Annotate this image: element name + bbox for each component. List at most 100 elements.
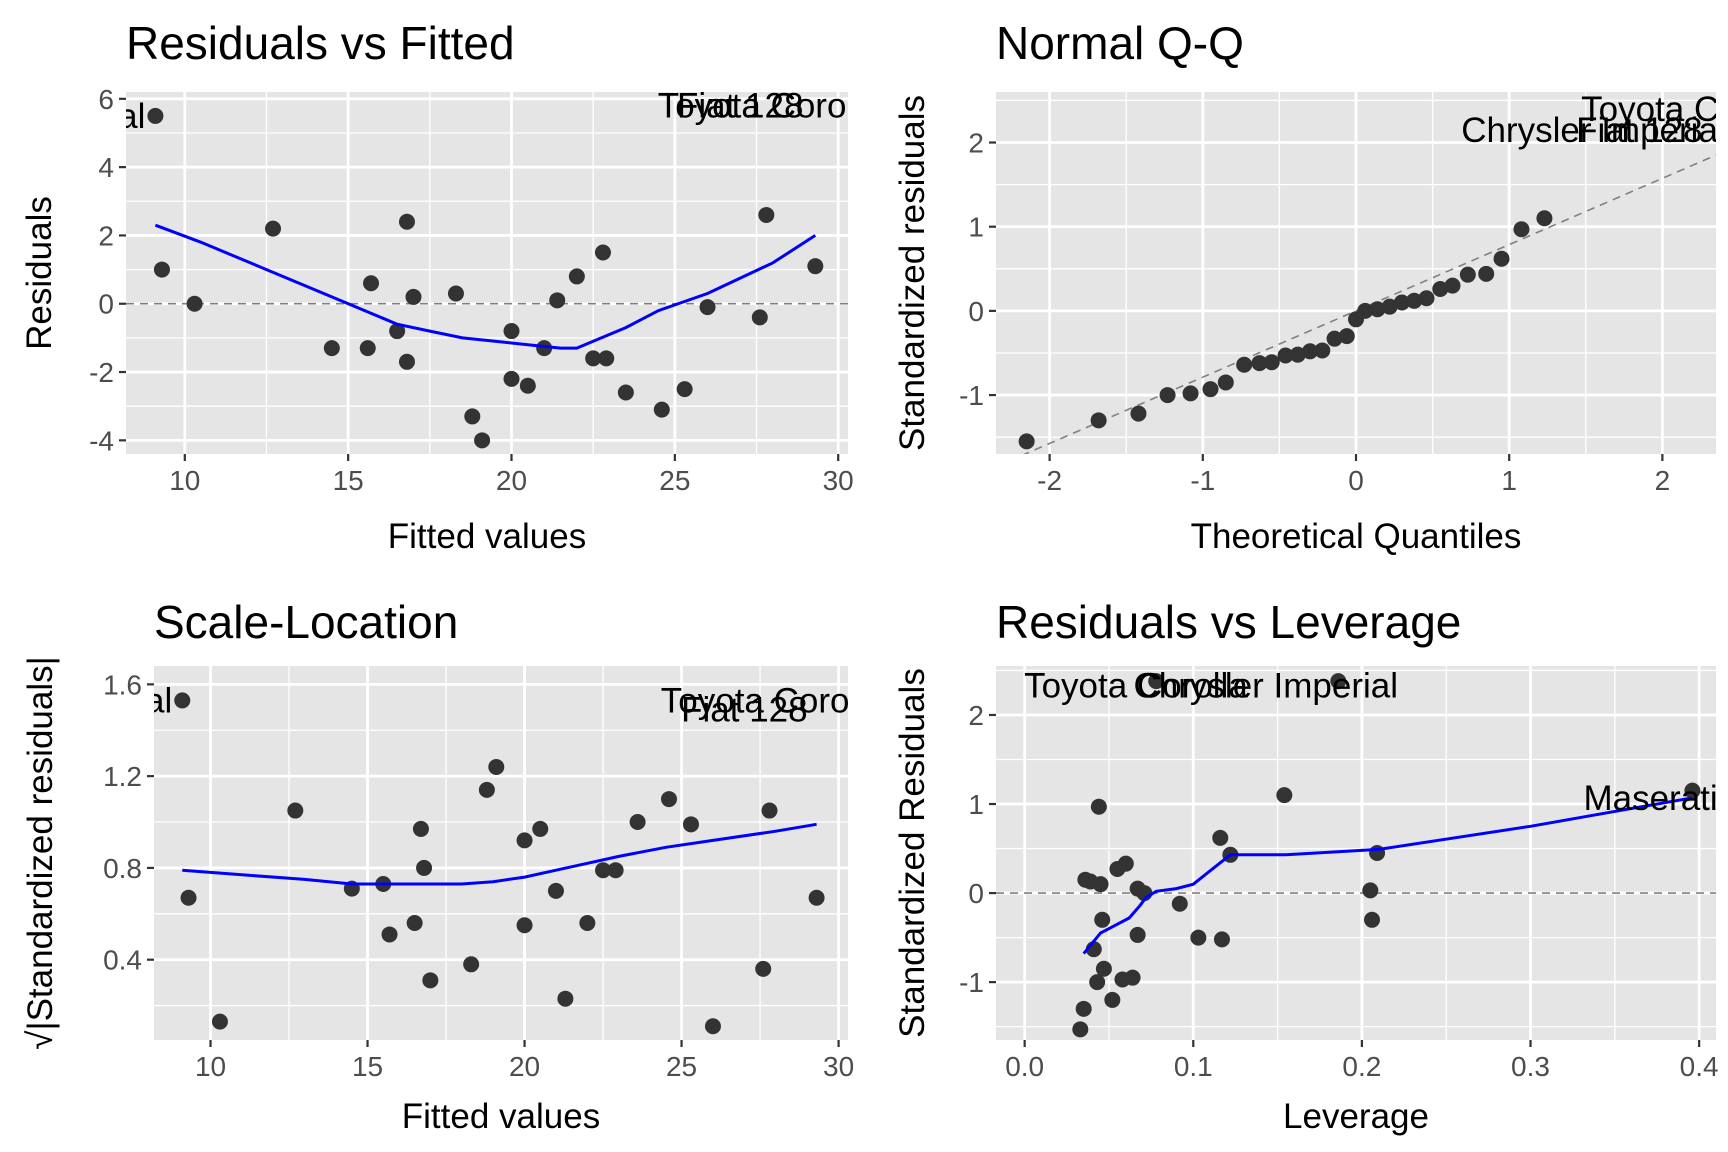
rvf-data-point [464, 408, 481, 425]
rvf-data-point [186, 295, 203, 312]
qq-data-point [1202, 381, 1219, 398]
sl-data-point [661, 791, 678, 808]
qq-title: Normal Q-Q [996, 17, 1244, 69]
rvl-data-point [1148, 673, 1165, 690]
qq-y-tick-label: 2 [968, 128, 984, 159]
rvf-data-point [474, 432, 491, 449]
qq-data-point [1130, 405, 1147, 422]
qq-data-point [1418, 290, 1435, 307]
sl-y-tick-label: 1.2 [103, 761, 142, 792]
qq-data-point [1444, 277, 1461, 294]
rvl-data-point [1213, 931, 1230, 948]
sl-y-tick-label: 1.6 [103, 669, 142, 700]
rvf-point-label: Fiat 128 [677, 87, 803, 126]
qq-data-point [1182, 385, 1199, 402]
sl-x-axis-label: Fitted values [402, 1097, 600, 1136]
qq-data-point [1018, 433, 1035, 450]
rvf-data-point [323, 340, 340, 357]
sl-smooth-line [182, 822, 817, 886]
sl-data-point [755, 960, 772, 977]
sl-data-point [704, 1018, 721, 1035]
qq-data-point [1369, 301, 1386, 318]
rvf-y-tick-label: -4 [89, 425, 114, 456]
rvf-y-tick-label: 4 [98, 152, 114, 183]
sl-y-tick-label: 0.8 [103, 853, 142, 884]
rvf-x-axis-label: Fitted values [388, 517, 586, 556]
rvf-data-point [363, 275, 380, 292]
sl-data-point [682, 816, 699, 833]
rvf-title: Residuals vs Fitted [126, 17, 515, 69]
qq-x-axis-label: Theoretical Quantiles [1191, 517, 1522, 556]
sl-data-point [516, 917, 533, 934]
qq-y-tick-label: 0 [968, 296, 984, 327]
rvl-data-point [1362, 882, 1379, 899]
qq-data-point [1338, 328, 1355, 345]
qq-x-tick-label: 0 [1348, 465, 1364, 496]
rvf-data-point [153, 261, 170, 278]
rvf-y-tick-label: 6 [98, 84, 114, 115]
qq-point-label: Chrysler Imperial [1461, 111, 1726, 150]
rvl-x-tick-label: 0.3 [1511, 1051, 1550, 1082]
rvf-data-point [751, 309, 768, 326]
sl-y-axis-label: √|Standardized residuals| [21, 656, 60, 1049]
rvf-data-point [359, 340, 376, 357]
sl-data-point [211, 1013, 228, 1030]
rvf-data-point [594, 244, 611, 261]
rvl-data-point [1171, 895, 1188, 912]
sl-data-point [516, 832, 533, 849]
rvl-point-label: Chrysler Imperial [1134, 667, 1399, 706]
rvl-data-point [1095, 960, 1112, 977]
qq-data-point [1251, 355, 1268, 372]
rvf-data-point [617, 384, 634, 401]
qq-data-point [1536, 210, 1553, 227]
rvl-data-point [1104, 991, 1121, 1008]
rvf-x-tick-label: 25 [659, 465, 690, 496]
sl-data-point [406, 914, 423, 931]
rvf-data-point [503, 370, 520, 387]
rvl-data-point [1684, 782, 1701, 799]
rvl-data-point [1364, 911, 1381, 928]
qq-point-label: Toyota Corolla [1581, 90, 1728, 129]
rvf-data-point [585, 350, 602, 367]
rvl-data-point [1072, 1021, 1089, 1038]
qq-qq-reference-line [1023, 154, 1716, 454]
qq-y-tick-label: 1 [968, 212, 984, 243]
sl-x-tick-label: 20 [509, 1051, 540, 1082]
rvf-x-tick-label: 10 [169, 465, 200, 496]
qq-data-point [1217, 374, 1234, 391]
rvf-smooth-line [154, 223, 817, 350]
sl-data-point [607, 862, 624, 879]
sl-data-point [532, 820, 549, 837]
rvf-y-axis-label: Residuals [20, 196, 59, 350]
rvl-x-axis-label: Leverage [1283, 1097, 1429, 1136]
qq-x-tick-label: -1 [1190, 465, 1215, 496]
rvf-data-point [676, 381, 693, 398]
rvl-data-point [1117, 855, 1134, 872]
rvf-data-point [503, 323, 520, 340]
rvf-x-tick-label: 20 [496, 465, 527, 496]
sl-x-tick-label: 10 [195, 1051, 226, 1082]
qq-data-point [1493, 250, 1510, 267]
rvl-data-point [1276, 787, 1293, 804]
rvf-data-point [699, 299, 716, 316]
rvl-data-point [1124, 969, 1141, 986]
rvf-data-point [519, 377, 536, 394]
sl-data-point [422, 972, 439, 989]
sl-data-point [287, 802, 304, 819]
rvf-y-tick-label: 0 [98, 289, 114, 320]
sl-y-tick-label: 0.4 [103, 945, 142, 976]
sl-plot-area [154, 666, 848, 1040]
sl-title: Scale-Location [154, 596, 458, 648]
rvf-data-point [398, 353, 415, 370]
rvl-y-tick-label: 0 [968, 878, 984, 909]
sl-x-tick-label: 25 [666, 1051, 697, 1082]
qq-data-point [1478, 265, 1495, 282]
qq-data-point [1289, 346, 1306, 363]
